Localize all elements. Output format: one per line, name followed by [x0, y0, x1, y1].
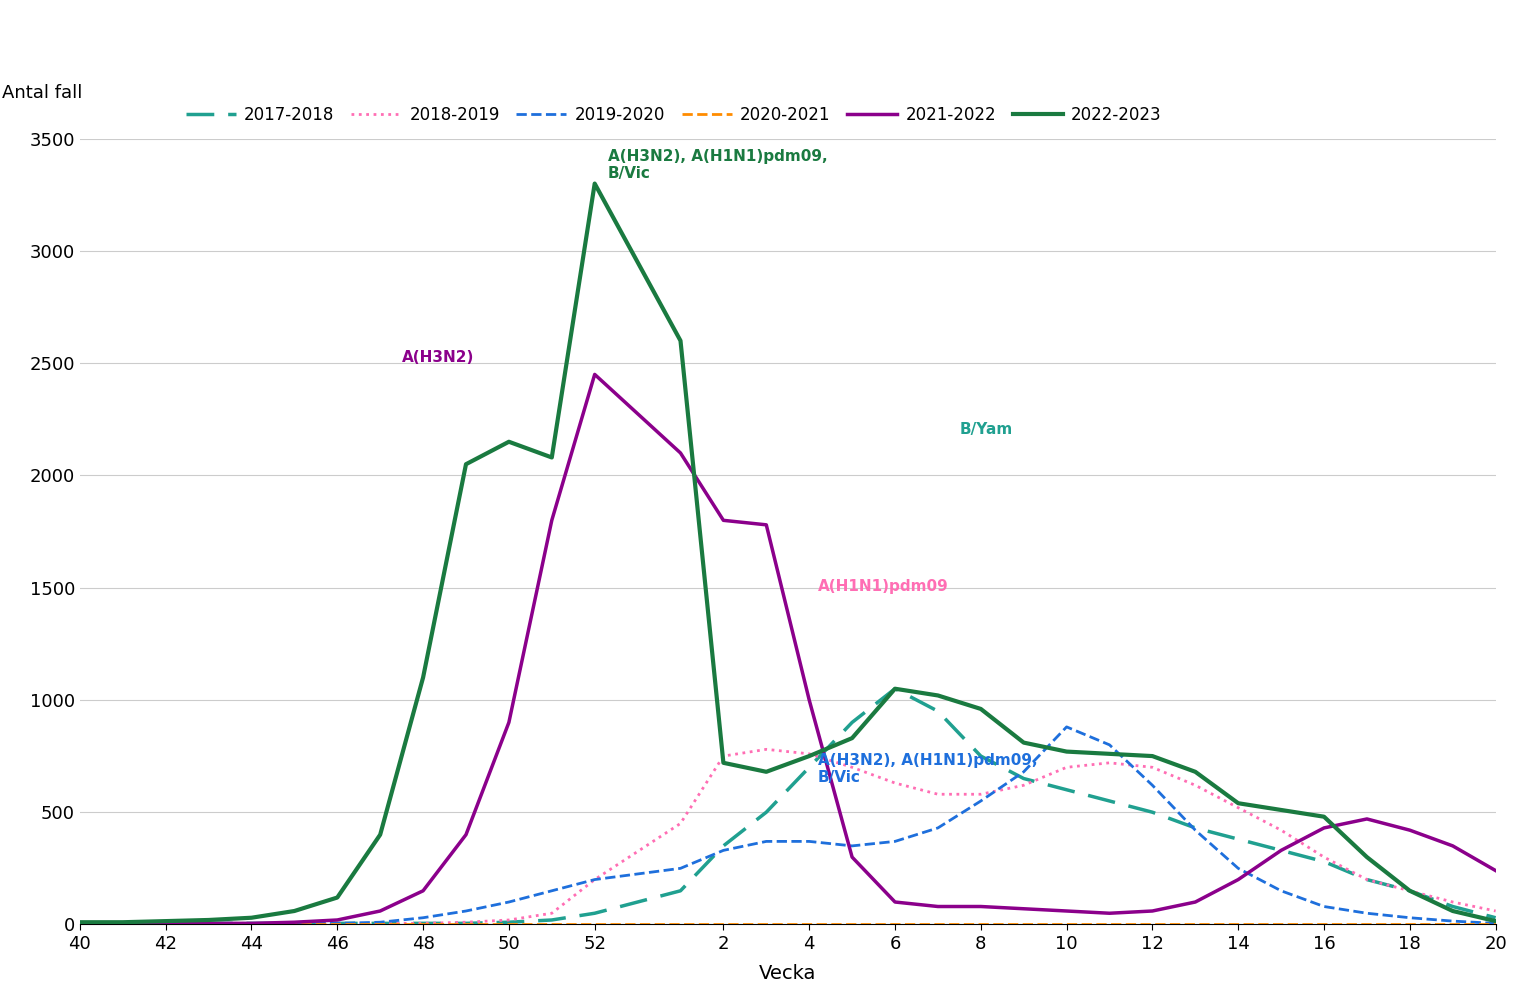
- Text: Antal fall: Antal fall: [2, 84, 82, 102]
- Text: A(H3N2), A(H1N1)pdm09,
B/Vic: A(H3N2), A(H1N1)pdm09, B/Vic: [817, 752, 1038, 785]
- X-axis label: Vecka: Vecka: [759, 964, 816, 983]
- Text: A(H3N2): A(H3N2): [402, 350, 473, 365]
- Text: A(H3N2), A(H1N1)pdm09,
B/Vic: A(H3N2), A(H1N1)pdm09, B/Vic: [607, 149, 826, 182]
- Text: A(H1N1)pdm09: A(H1N1)pdm09: [817, 580, 948, 595]
- Text: B/Yam: B/Yam: [959, 422, 1012, 437]
- Legend: 2017-2018, 2018-2019, 2019-2020, 2020-2021, 2021-2022, 2022-2023: 2017-2018, 2018-2019, 2019-2020, 2020-20…: [180, 100, 1169, 131]
